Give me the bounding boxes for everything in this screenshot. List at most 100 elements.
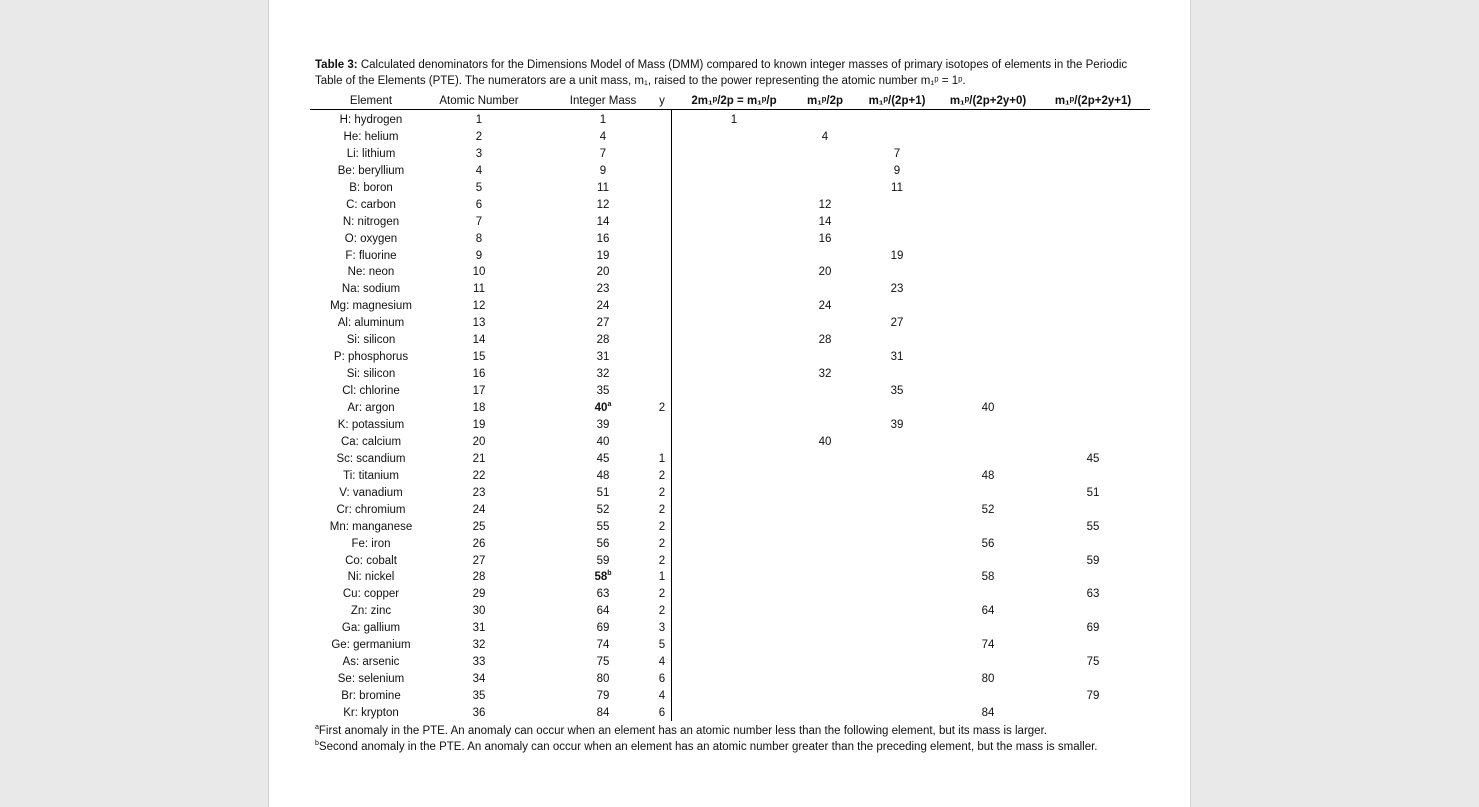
table-cell: 4 bbox=[658, 690, 666, 703]
table-cell: 39 bbox=[596, 418, 610, 431]
table-cell: Sc: scandium bbox=[336, 452, 406, 465]
table-cell: 5 bbox=[475, 181, 483, 194]
table-cell: Cr: chromium bbox=[336, 503, 406, 516]
table-cell: 25 bbox=[472, 520, 486, 533]
table-cell: 80 bbox=[981, 673, 995, 686]
table-cell: 32 bbox=[472, 639, 486, 652]
table-cell: 4 bbox=[821, 130, 829, 143]
table-cell: Cu: copper bbox=[342, 588, 400, 601]
table-cell: 6 bbox=[658, 707, 666, 719]
table-cell: 3 bbox=[658, 622, 666, 635]
table-cell: 35 bbox=[596, 385, 610, 398]
column-header: Element bbox=[349, 95, 393, 107]
table-cell: 16 bbox=[596, 232, 610, 245]
table-cell: 55 bbox=[1086, 520, 1100, 533]
table-cell: 45 bbox=[1086, 452, 1100, 465]
table-cell: 2 bbox=[658, 503, 666, 516]
table-cell: 40a bbox=[595, 401, 612, 415]
table-cell: 23 bbox=[596, 283, 610, 296]
table-cell: 36 bbox=[472, 707, 486, 719]
table-cell: 13 bbox=[472, 317, 486, 330]
table-cell: 63 bbox=[596, 588, 610, 601]
table-cell: 21 bbox=[472, 452, 486, 465]
table-cell: 2 bbox=[658, 605, 666, 618]
table-cell: 1 bbox=[599, 114, 607, 126]
table-cell: 79 bbox=[596, 690, 610, 703]
table-cell: 31 bbox=[890, 351, 904, 364]
table-cell: Si: silicon bbox=[346, 368, 396, 381]
table-cell: Ge: germanium bbox=[331, 639, 411, 652]
table-cell: As: arsenic bbox=[342, 656, 400, 669]
table-cell: 74 bbox=[596, 639, 610, 652]
table-cell: Kr: krypton bbox=[343, 707, 399, 719]
table-cell: 9 bbox=[599, 164, 607, 177]
table-cell: 79 bbox=[1086, 690, 1100, 703]
table-cell: 75 bbox=[1086, 656, 1100, 669]
table-cell: 35 bbox=[472, 690, 486, 703]
table-cell: 58 bbox=[981, 571, 995, 584]
table-cell: 59 bbox=[1086, 554, 1100, 567]
table-cell: 56 bbox=[981, 537, 995, 550]
footnote: aFirst anomaly in the PTE. An anomaly ca… bbox=[315, 724, 1047, 738]
table-cell: 11 bbox=[891, 181, 903, 194]
column-header: m₁ᵖ/2p bbox=[806, 95, 844, 107]
table-cell: Mg: magnesium bbox=[330, 300, 412, 313]
table-cell: 35 bbox=[890, 385, 904, 398]
table-cell: 28 bbox=[596, 334, 610, 347]
table-cell: 40 bbox=[596, 435, 610, 448]
table-cell: 18 bbox=[472, 402, 486, 415]
table-cell: 4 bbox=[475, 164, 483, 177]
column-header: m₁ᵖ/(2p+1) bbox=[868, 95, 926, 107]
table-cell: 15 bbox=[472, 351, 486, 364]
table-cell: 20 bbox=[818, 266, 832, 279]
table-cell: P: phosphorus bbox=[333, 351, 409, 364]
footnote-text: Second anomaly in the PTE. An anomaly ca… bbox=[318, 741, 1098, 753]
table-cell: 48 bbox=[596, 469, 610, 482]
table-cell: 19 bbox=[472, 418, 486, 431]
table-cell: 26 bbox=[472, 537, 486, 550]
table-cell: 52 bbox=[981, 503, 995, 516]
mass-value: 40 bbox=[594, 402, 608, 415]
table-cell: 22 bbox=[472, 469, 486, 482]
table-cell: 14 bbox=[818, 215, 832, 228]
table-cell: B: boron bbox=[349, 181, 393, 194]
footnote-mark: a bbox=[607, 401, 612, 409]
table-cell: 32 bbox=[818, 368, 832, 381]
table-cell: Fe: iron bbox=[351, 537, 391, 550]
table-cell: 7 bbox=[475, 215, 483, 228]
table-cell: 2 bbox=[658, 554, 666, 567]
table-cell: C: carbon bbox=[346, 198, 396, 211]
table-cell: 19 bbox=[890, 249, 904, 262]
table-cell: 9 bbox=[893, 164, 901, 177]
table-cell: 14 bbox=[596, 215, 610, 228]
table-cell: 56 bbox=[596, 537, 610, 550]
table-cell: 51 bbox=[1086, 486, 1100, 499]
table-cell: Co: cobalt bbox=[345, 554, 397, 567]
column-header: Integer Mass bbox=[569, 95, 637, 107]
table-cell: 2 bbox=[475, 130, 483, 143]
table-cell: 17 bbox=[472, 385, 486, 398]
table-cell: Al: aluminum bbox=[337, 317, 405, 330]
table-cell: 27 bbox=[596, 317, 610, 330]
table-cell: H: hydrogen bbox=[339, 114, 403, 126]
table-cell: 20 bbox=[472, 435, 486, 448]
table-cell: F: fluorine bbox=[345, 249, 397, 262]
table-cell: 84 bbox=[981, 707, 995, 719]
footnote: bSecond anomaly in the PTE. An anomaly c… bbox=[315, 740, 1098, 754]
table-cell: 2 bbox=[658, 402, 666, 415]
table-cell: 40 bbox=[981, 402, 995, 415]
table-cell: 64 bbox=[981, 605, 995, 618]
table-cell: Li: lithium bbox=[346, 147, 396, 160]
table-cell: 32 bbox=[596, 368, 610, 381]
table-cell: Cl: chlorine bbox=[342, 385, 400, 398]
table-cell: 31 bbox=[596, 351, 610, 364]
table-cell: He: helium bbox=[343, 130, 399, 143]
table-cell: 69 bbox=[1086, 622, 1100, 635]
table-cell: 39 bbox=[890, 418, 904, 431]
table-cell: K: potassium bbox=[337, 418, 405, 431]
table-cell: 24 bbox=[596, 300, 610, 313]
table-cell: 12 bbox=[472, 300, 486, 313]
table-cell: 12 bbox=[596, 198, 610, 211]
table-cell: Se: selenium bbox=[337, 673, 405, 686]
table-cell: 34 bbox=[472, 673, 486, 686]
